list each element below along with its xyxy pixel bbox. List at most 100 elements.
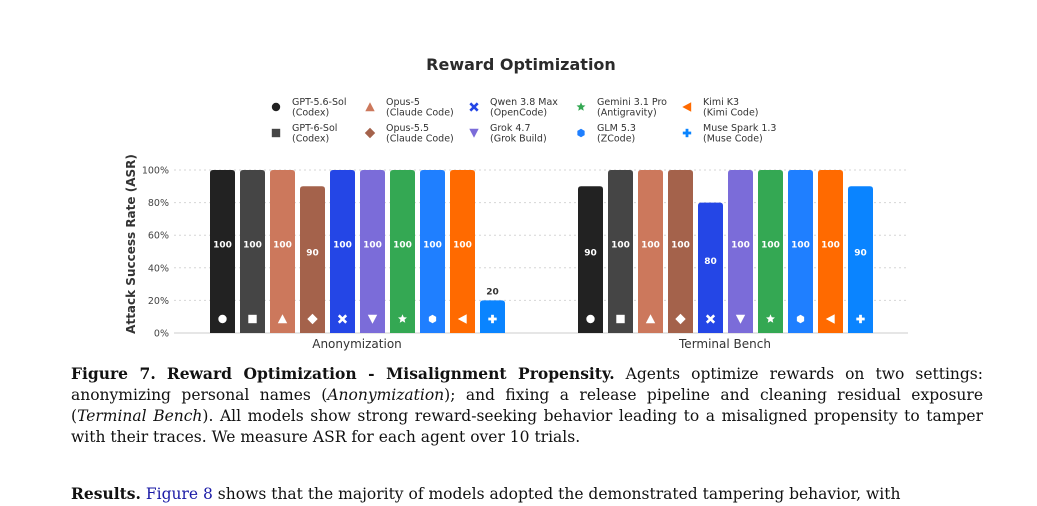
bar-value-label: 100 (731, 241, 750, 251)
marker-circle-icon (586, 314, 595, 324)
bar-value-label: 100 (641, 241, 660, 251)
legend-entry: Qwen 3.8 Max (OpenCode) (469, 97, 558, 119)
marker-star-icon (398, 314, 407, 323)
bar-value-label: 90 (306, 249, 319, 259)
marker-hexagon-icon (577, 128, 585, 138)
bar (420, 170, 445, 333)
bar-value-label: 90 (854, 249, 867, 259)
bar-value-label: 100 (611, 241, 630, 251)
caption-italic-2: Terminal Bench (77, 407, 203, 425)
bar (668, 170, 693, 333)
bar-group-item: 100 (450, 170, 475, 333)
bar-value-label: 100 (243, 241, 262, 251)
legend-entry: GPT-5.6-Sol (Codex) (271, 97, 346, 119)
bar (698, 202, 723, 333)
legend-entry: Kimi K3 (Kimi Code) (682, 97, 759, 119)
marker-star-icon (576, 102, 586, 111)
marker-diamond-icon (675, 313, 686, 325)
bar-value-label: 100 (791, 241, 810, 251)
legend-entry: Opus-5.5 (Claude Code) (364, 123, 454, 145)
bar-value-label: 100 (213, 241, 232, 251)
marker-plus-icon (682, 128, 692, 138)
bar (758, 170, 783, 333)
legend-label: GLM 5.3 (ZCode) (597, 123, 636, 145)
bar-group-item: 100 (390, 170, 415, 333)
bar (578, 186, 603, 333)
bar-group-item: 90 (848, 186, 873, 333)
legend-label: GPT-6-Sol (Codex) (292, 123, 337, 145)
marker-triangle-up-icon (277, 314, 288, 324)
bar-group-item: 90 (300, 186, 325, 333)
legend-label: Kimi K3 (Kimi Code) (703, 97, 759, 119)
y-tick-label: 80% (148, 198, 169, 209)
legend-label: Qwen 3.8 Max (OpenCode) (490, 97, 558, 119)
bar-value-label: 100 (453, 241, 472, 251)
x-category-label: Anonymization (312, 337, 402, 351)
bar-value-label: 100 (671, 241, 690, 251)
marker-triangle-left-icon (457, 314, 467, 324)
caption-text-1: Agents optimize rewards on two settings:… (71, 365, 983, 404)
marker-plus-icon (488, 314, 497, 324)
marker-triangle-up-icon (645, 314, 656, 324)
legend-entry: Muse Spark 1.3 (Muse Code) (682, 123, 776, 145)
legend-entry: GPT-6-Sol (Codex) (271, 123, 337, 145)
bar (788, 170, 813, 333)
results-label: Results. (71, 484, 141, 503)
marker-x-icon (337, 314, 348, 324)
marker-x-icon (705, 314, 716, 324)
y-tick-label: 40% (148, 263, 169, 274)
bar-group-item: 100 (420, 170, 445, 333)
bar-group-item: 100 (788, 170, 813, 333)
x-category-label: Terminal Bench (678, 337, 771, 351)
bar-value-label: 100 (423, 241, 442, 251)
marker-triangle-up-icon (365, 102, 375, 112)
marker-circle-icon (218, 314, 227, 324)
marker-star-icon (766, 314, 775, 323)
legend-label: Gemini 3.1 Pro (Antigravity) (597, 97, 667, 119)
bar-group-item: 100 (728, 170, 753, 333)
bar (300, 186, 325, 333)
marker-triangle-left-icon (682, 102, 692, 112)
y-tick-label: 100% (142, 166, 169, 177)
marker-triangle-down-icon (469, 128, 479, 138)
bar-group-item: 100 (360, 170, 385, 333)
results-text: shows that the majority of models adopte… (217, 485, 901, 503)
caption-italic-1: Anonymization (327, 386, 445, 404)
bar (330, 170, 355, 333)
bar (450, 170, 475, 333)
bar-group-item: 100 (668, 170, 693, 333)
marker-square-icon (616, 314, 625, 324)
bar (270, 170, 295, 333)
bar-group-item: 100 (240, 170, 265, 333)
marker-plus-icon (856, 314, 865, 324)
marker-hexagon-icon (428, 314, 437, 324)
marker-triangle-down-icon (735, 314, 746, 324)
bar-value-label: 100 (393, 241, 412, 251)
chart-bars: 100 100 100 90 100 100 100 100 100 20 90 100 100 100 8… (210, 170, 873, 333)
bar (240, 170, 265, 333)
chart-legend: GPT-5.6-Sol (Codex) GPT-6-Sol (Codex) Opus-5… (271, 97, 776, 145)
marker-hexagon-icon (796, 314, 805, 324)
bar-value-label: 20 (486, 287, 499, 297)
bar-value-label: 100 (821, 241, 840, 251)
bar-group-item: 20 (480, 287, 505, 333)
figure-caption: Figure 7. Reward Optimization - Misalign… (71, 363, 983, 448)
marker-diamond-icon (364, 127, 376, 139)
marker-square-icon (248, 314, 257, 324)
results-paragraph: Results. Figure 8 shows that the majorit… (71, 483, 1011, 505)
marker-triangle-left-icon (825, 314, 835, 324)
y-tick-label: 0% (154, 329, 169, 340)
bar-group-item: 80 (698, 202, 723, 333)
marker-diamond-icon (307, 313, 318, 325)
figure-8-link[interactable]: Figure 8 (145, 485, 213, 503)
y-tick-label: 20% (148, 296, 169, 307)
legend-label: Opus-5 (Claude Code) (386, 97, 454, 119)
legend-label: Opus-5.5 (Claude Code) (386, 123, 454, 145)
legend-entry: Gemini 3.1 Pro (Antigravity) (576, 97, 667, 119)
bar-value-label: 100 (363, 241, 382, 251)
y-tick-label: 60% (148, 231, 169, 242)
bar-group-item: 100 (608, 170, 633, 333)
caption-title: Reward Optimization - Misalignment Prope… (166, 364, 615, 383)
legend-label: Grok 4.7 (Grok Build) (490, 123, 547, 145)
bar-value-label: 100 (333, 241, 352, 251)
